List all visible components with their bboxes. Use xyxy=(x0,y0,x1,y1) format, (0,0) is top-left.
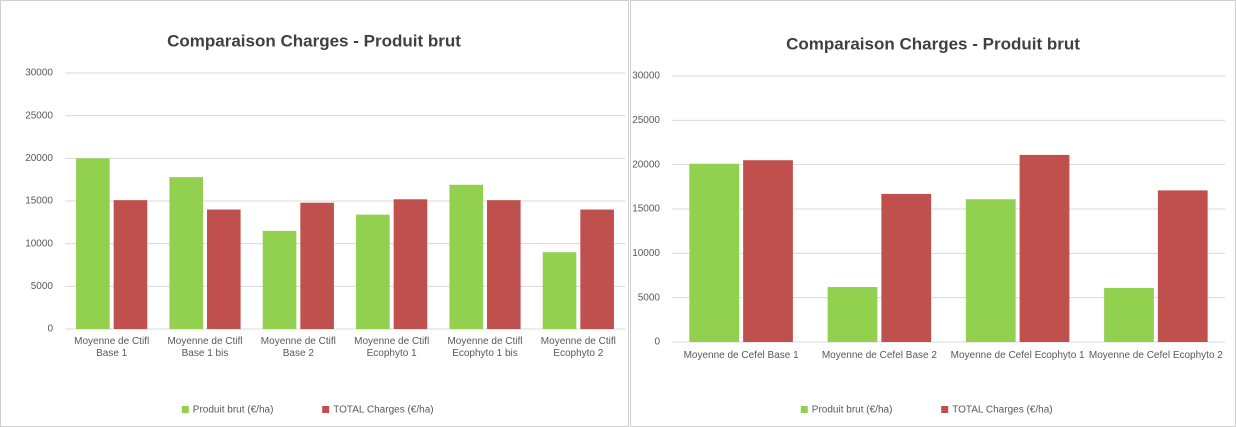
bar xyxy=(1019,154,1070,342)
bar xyxy=(580,209,614,329)
x-tick-label-box: Moyenne de Ctifl Ecophyto 1 bis xyxy=(447,336,523,359)
bar xyxy=(169,177,203,329)
x-tick-label: Moyenne de Ctifl Ecophyto 1 bis xyxy=(447,336,523,359)
bar xyxy=(1104,287,1154,342)
bar xyxy=(743,160,793,342)
legend-label: Produit brut (€/ha) xyxy=(812,405,893,416)
x-tick-label: Moyenne de Ctifl Base 1 bis xyxy=(167,336,243,359)
x-tick-label-box: Moyenne de Cefel Ecophyto 2 xyxy=(1088,350,1223,361)
x-tick-label-box: Moyenne de Ctifl Base 1 bis xyxy=(167,336,243,359)
x-tick-label: Moyenne de Ctifl Base 2 xyxy=(260,336,336,359)
y-tick-label: 30000 xyxy=(632,71,660,82)
x-tick-label: Moyenne de Ctifl Ecophyto 1 xyxy=(354,336,430,359)
y-tick-label: 20000 xyxy=(25,153,53,164)
x-tick-label: Moyenne de Ctifl Ecophyto 2 xyxy=(540,336,616,359)
y-tick-label: 10000 xyxy=(25,238,53,249)
bar xyxy=(300,202,334,329)
bar xyxy=(1157,190,1208,342)
y-tick-label: 15000 xyxy=(632,204,660,215)
bar xyxy=(487,200,521,329)
legend-label: TOTAL Charges (€/ha) xyxy=(333,405,433,416)
bar xyxy=(965,199,1016,342)
x-tick-label-box: Moyenne de Ctifl Ecophyto 1 xyxy=(354,336,430,359)
legend-swatch xyxy=(800,406,808,413)
y-tick-label: 10000 xyxy=(632,248,660,259)
legend-swatch xyxy=(322,406,330,413)
bar xyxy=(76,158,110,329)
legend-swatch xyxy=(941,406,949,413)
y-tick-label: 15000 xyxy=(25,196,53,207)
x-tick-label: Moyenne de Cefel Base 2 xyxy=(821,350,937,361)
bar xyxy=(449,184,483,329)
chart-title: Comparaison Charges - Produit brut xyxy=(167,31,461,50)
x-tick-label-box: Moyenne de Cefel Base 1 xyxy=(683,350,799,361)
bar xyxy=(881,193,932,342)
y-tick-label: 0 xyxy=(47,324,53,335)
bar xyxy=(207,209,241,329)
legend-label: TOTAL Charges (€/ha) xyxy=(952,405,1052,416)
chart-title: Comparaison Charges - Produit brut xyxy=(786,34,1080,53)
x-tick-label-box: Moyenne de Ctifl Base 1 xyxy=(74,336,150,359)
bar xyxy=(827,287,878,342)
x-tick-label-box: Moyenne de Cefel Base 2 xyxy=(821,350,937,361)
bar xyxy=(542,252,577,329)
legend-swatch xyxy=(181,406,189,413)
y-tick-label: 5000 xyxy=(31,281,54,292)
bar xyxy=(113,200,148,329)
x-tick-label: Moyenne de Cefel Ecophyto 2 xyxy=(1088,350,1223,361)
bar xyxy=(689,163,740,342)
y-tick-label: 5000 xyxy=(638,292,661,303)
x-tick-label: Moyenne de Ctifl Base 1 xyxy=(74,336,150,359)
x-tick-label-box: Moyenne de Ctifl Base 2 xyxy=(260,336,336,359)
bar xyxy=(262,230,297,329)
x-tick-label: Moyenne de Cefel Base 1 xyxy=(683,350,799,361)
y-tick-label: 0 xyxy=(654,337,660,348)
legend-label: Produit brut (€/ha) xyxy=(193,405,274,416)
bar xyxy=(356,214,390,329)
y-tick-label: 30000 xyxy=(25,68,53,79)
x-tick-label-box: Moyenne de Cefel Ecophyto 1 xyxy=(950,350,1085,361)
bar xyxy=(393,199,428,329)
y-tick-label: 20000 xyxy=(632,159,660,170)
y-tick-label: 25000 xyxy=(632,115,660,126)
y-tick-label: 25000 xyxy=(25,110,53,121)
x-tick-label: Moyenne de Cefel Ecophyto 1 xyxy=(950,350,1085,361)
x-tick-label-box: Moyenne de Ctifl Ecophyto 2 xyxy=(540,336,616,359)
